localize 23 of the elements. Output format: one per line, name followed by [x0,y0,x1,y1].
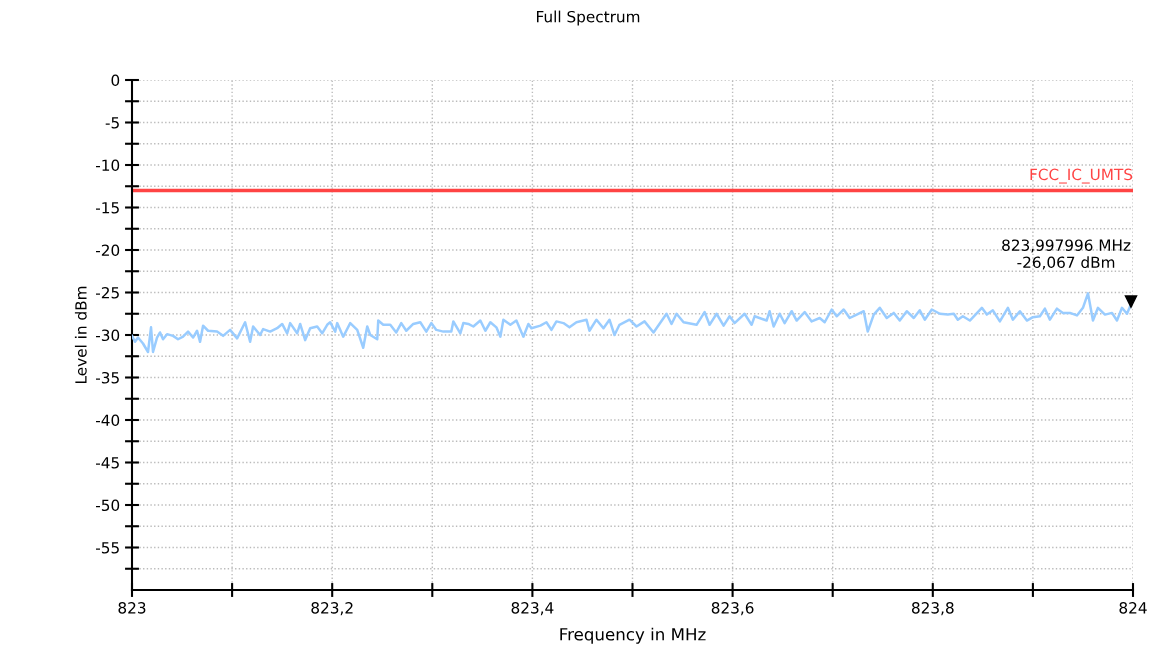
y-tick-label: -15 [95,202,119,214]
x-tick-label: 823,8 [911,602,954,616]
annotation: 823,997996 MHz -26,067 dBm [1002,239,1131,270]
x-tick-label: 823,4 [511,602,554,616]
y-tick-label: -30 [95,329,120,342]
y-tick-label: 0 [111,74,120,87]
x-tick-label: 823 [118,602,146,614]
x-tick-label: 823,2 [311,602,353,616]
y-tick-label: -40 [95,414,120,427]
y-tick-label: -35 [95,371,119,384]
x-tick-label: 824 [1119,602,1147,614]
x-tick-label: 823,6 [711,602,754,616]
ref-line-label: FCC_IC_UMTS [1030,168,1133,184]
y-tick-label: -10 [95,159,120,172]
y-tick-label: -50 [95,499,120,512]
y-tick-label: -20 [95,244,120,257]
y-tick-label: -5 [105,117,119,129]
y-tick-label: -45 [95,457,119,469]
y-tick-label: -55 [95,542,119,554]
chart-title: Full Spectrum [537,10,640,26]
y-axis-title: Level in dBm [74,286,87,384]
y-tick-label: -25 [95,286,119,299]
x-axis-title: Frequency in MHz [560,627,706,644]
